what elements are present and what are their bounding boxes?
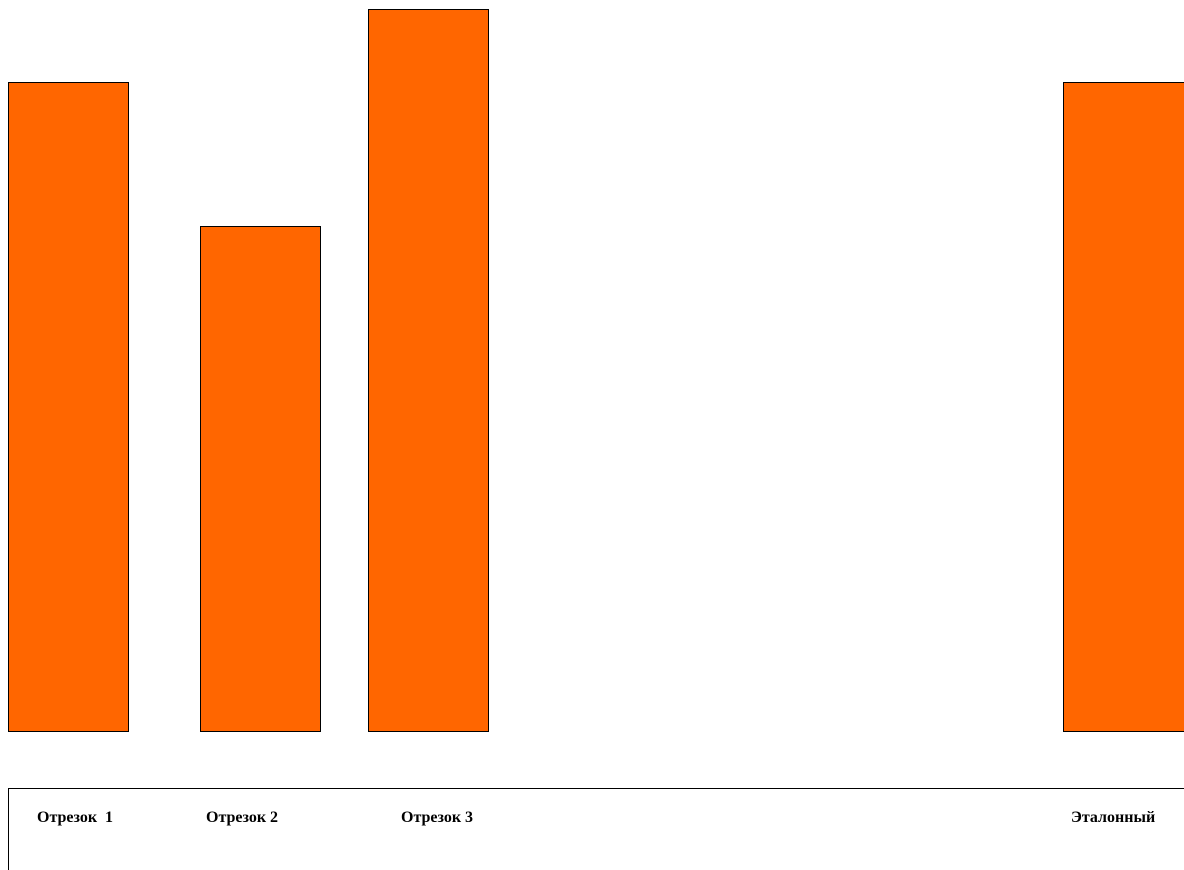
labels-panel: Отрезок 1 Отрезок 2 Отрезок 3 Эталонный <box>8 788 1184 870</box>
segment-1-bar <box>8 82 129 732</box>
segment-2-label: Отрезок 2 <box>206 809 279 826</box>
segment-3-bar <box>368 9 489 732</box>
segment-3-label: Отрезок 3 <box>401 809 474 826</box>
segment-1-label: Отрезок 1 <box>37 809 114 826</box>
reference-segment-bar <box>1063 82 1184 732</box>
reference-segment-label: Эталонный <box>1071 809 1156 826</box>
segment-2-bar <box>200 226 321 732</box>
